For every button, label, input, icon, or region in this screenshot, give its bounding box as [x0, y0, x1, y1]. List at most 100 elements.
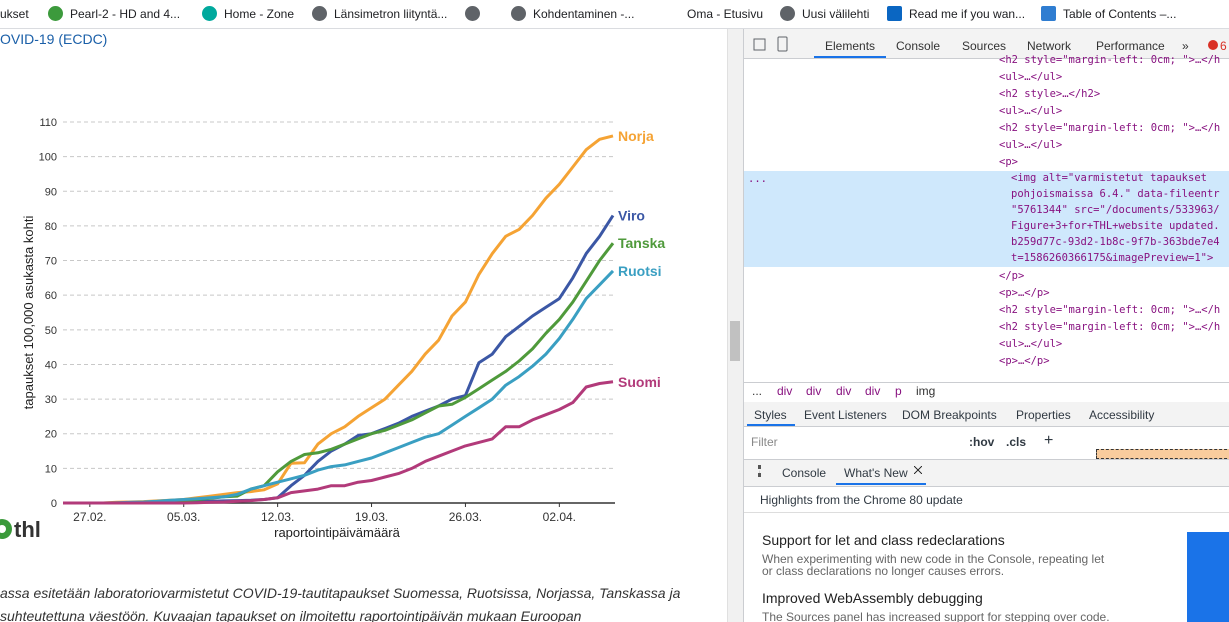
bookmark[interactable]: Kohdentaminen -...: [533, 7, 635, 21]
dom-line[interactable]: <h2 style="margin-left: 0cm; ">…</h: [999, 304, 1221, 316]
styles-tab[interactable]: Accessibility: [1089, 408, 1155, 422]
dom-line[interactable]: <h2 style>…</h2>: [999, 88, 1101, 100]
breadcrumb[interactable]: div: [865, 384, 881, 398]
dom-line[interactable]: <h2 style="margin-left: 0cm; ">…</h: [999, 54, 1221, 66]
y-tick-label: 70: [45, 256, 57, 268]
breadcrumb[interactable]: div: [806, 384, 822, 398]
active-tab-underline: [747, 424, 795, 426]
header-link[interactable]: OVID-19 (ECDC): [0, 31, 108, 47]
drawer-toolbar: [744, 459, 1229, 487]
styles-tab[interactable]: Properties: [1016, 408, 1071, 422]
dom-line[interactable]: <p>…</p>: [999, 287, 1050, 299]
devtools-tab[interactable]: Sources: [962, 39, 1007, 53]
bookmark-icon[interactable]: [202, 6, 217, 21]
bookmark-icon[interactable]: [312, 6, 327, 21]
bookmark[interactable]: Uusi välilehti: [802, 7, 870, 21]
feature-text: When experimenting with new code in the …: [762, 552, 1105, 566]
x-axis-title: raportointipäivämäärä: [274, 525, 401, 540]
selected-line[interactable]: "5761344" src="/documents/533963/: [1011, 204, 1220, 216]
chart: thl 0 10 20 30 40 50 60 70 80 90 100 110 27.02. 05.03…: [0, 117, 665, 542]
x-tick-label: 02.04.: [543, 510, 576, 524]
devtools-tab[interactable]: »: [1182, 39, 1189, 53]
cls-button[interactable]: .cls: [1006, 435, 1027, 449]
hov-button[interactable]: :hov: [969, 435, 995, 449]
x-tick-label: 05.03.: [167, 510, 200, 524]
styles-tab[interactable]: Styles: [754, 408, 787, 422]
selected-line[interactable]: t=1586260366175&imagePreview=1">: [1011, 252, 1214, 264]
selected-line[interactable]: pohjoismaissa 6.4." data-fileentr: [1011, 188, 1220, 200]
bookmark[interactable]: Read me if you wan...: [909, 7, 1026, 21]
bookmark-icon[interactable]: [887, 6, 902, 21]
y-tick-label: 60: [45, 290, 57, 302]
drawer-menu[interactable]: [758, 465, 764, 477]
breadcrumb[interactable]: div: [777, 384, 793, 398]
bookmark-icon[interactable]: [48, 6, 63, 21]
series-line: [63, 269, 615, 505]
drawer-tab[interactable]: Console: [782, 466, 827, 480]
bookmark-icon[interactable]: [780, 6, 795, 21]
whats-new-image: [1187, 532, 1229, 622]
series-label: Suomi: [618, 374, 661, 390]
y-tick-label: 80: [45, 221, 57, 233]
dom-line[interactable]: <h2 style="margin-left: 0cm; ">…</h: [999, 122, 1221, 134]
drawer-tab[interactable]: What's New: [844, 466, 908, 480]
bookmark-icon[interactable]: [1041, 6, 1056, 21]
inspect-icon[interactable]: [753, 38, 766, 51]
caption-line: suhteutettuna väestöön. Kuvaajan tapauks…: [0, 608, 582, 622]
filter-input[interactable]: Filter: [751, 435, 778, 449]
breadcrumb[interactable]: p: [895, 384, 902, 398]
devtools-tab[interactable]: Elements: [825, 39, 876, 53]
inspect-icons[interactable]: [750, 31, 790, 59]
scroll-thumb[interactable]: [730, 321, 740, 361]
dom-line[interactable]: <ul>…</ul>: [999, 71, 1063, 83]
bookmark[interactable]: Länsimetron liityntä...: [334, 7, 448, 21]
dom-line[interactable]: <p>: [999, 156, 1018, 168]
error-count[interactable]: 6: [1220, 39, 1227, 53]
dom-line[interactable]: </p>: [999, 270, 1025, 282]
add-style-button[interactable]: +: [1044, 432, 1054, 449]
breadcrumb[interactable]: div: [836, 384, 852, 398]
breadcrumb[interactable]: img: [916, 384, 936, 398]
selected-line[interactable]: b259d77c-93d2-1b8c-9f7b-363bde7e4: [1011, 236, 1220, 248]
y-tick-label: 90: [45, 186, 57, 198]
bookmark-icon[interactable]: [465, 6, 480, 21]
bookmark-icon[interactable]: [511, 6, 526, 21]
selected-line[interactable]: Figure+3+for+THL+website updated.: [1011, 220, 1220, 232]
close-tab[interactable]: [914, 466, 922, 474]
devtools-tab[interactable]: Network: [1027, 39, 1072, 53]
caption-line: assa esitetään laboratoriovarmistetut CO…: [0, 585, 681, 601]
selected-dots[interactable]: ...: [748, 173, 767, 185]
feature-title[interactable]: Support for let and class redeclarations: [762, 532, 1005, 548]
bookmark[interactable]: ukset: [0, 7, 29, 21]
devtools-toolbar: [744, 29, 1229, 59]
dom-line[interactable]: <ul>…</ul>: [999, 105, 1063, 117]
separator: [744, 512, 1229, 513]
error-icon[interactable]: [1208, 40, 1218, 50]
bookmark[interactable]: Home - Zone: [224, 7, 295, 21]
dom-line[interactable]: <ul>…</ul>: [999, 338, 1063, 350]
y-tick-label: 110: [39, 117, 57, 129]
styles-toolbar: [744, 402, 1229, 427]
bookmark[interactable]: Pearl-2 - HD and 4...: [70, 7, 181, 21]
devtools-tab[interactable]: Performance: [1096, 39, 1165, 53]
feature-title[interactable]: Improved WebAssembly debugging: [762, 590, 983, 606]
y-tick-label: 0: [51, 498, 57, 510]
series-line: [63, 242, 615, 505]
breadcrumb[interactable]: ...: [752, 384, 763, 398]
dom-line[interactable]: <p>…</p>: [999, 355, 1050, 367]
styles-tab[interactable]: Event Listeners: [804, 408, 887, 422]
device-icon[interactable]: [777, 36, 788, 52]
selected-line[interactable]: <img alt="varmistetut tapaukset: [1011, 172, 1207, 184]
styles-tab[interactable]: DOM Breakpoints: [902, 408, 997, 422]
series-label: Tanska: [618, 235, 665, 251]
devtools-tab[interactable]: Console: [896, 39, 941, 53]
bookmark[interactable]: Oma - Etusivu: [687, 7, 764, 21]
dom-line[interactable]: <h2 style="margin-left: 0cm; ">…</h: [999, 321, 1221, 333]
bookmark[interactable]: Table of Contents –...: [1063, 7, 1177, 21]
dom-line[interactable]: <ul>…</ul>: [999, 139, 1063, 151]
bookmarks-bar: ukset Pearl-2 - HD and 4... Home - Zone Län…: [0, 0, 1229, 29]
scrollbar[interactable]: [727, 29, 743, 622]
feature-text: or class declarations no longer causes e…: [762, 564, 1005, 578]
